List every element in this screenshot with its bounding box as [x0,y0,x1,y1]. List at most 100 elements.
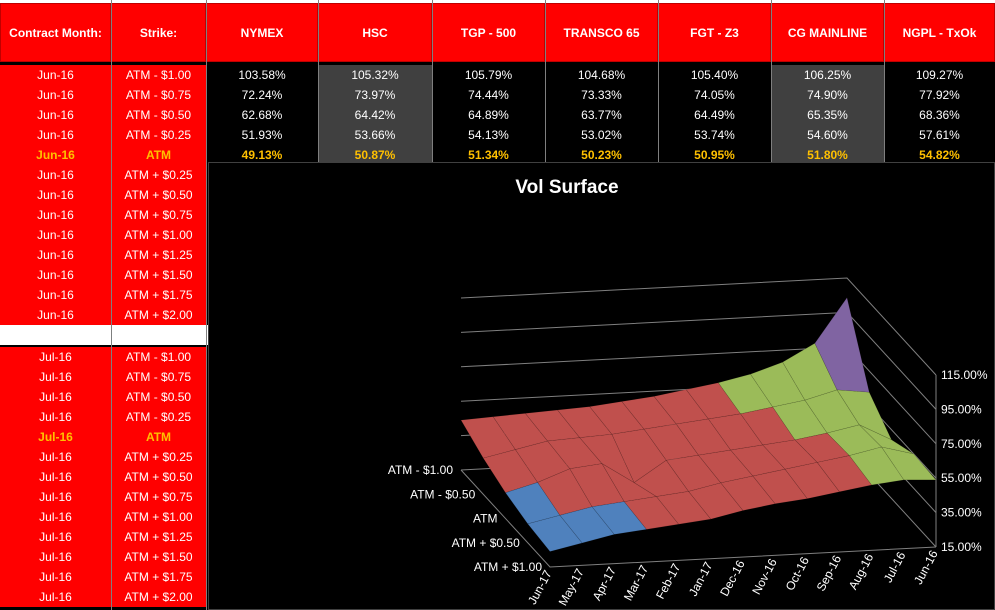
month-cell: Jul-16 [0,587,111,607]
strike-tick-label: ATM - $0.50 [410,487,475,501]
vol-cell: 64.42% [318,105,432,125]
column-header: NGPL - TxOk [884,3,995,62]
month-tick-label: Nov-16 [749,556,780,597]
surface-facet [816,455,873,493]
strike-cell: ATM - $0.75 [111,85,206,105]
month-cell: Jul-16 [0,527,111,547]
floor-edge [460,469,937,568]
surface-facet [848,446,905,486]
strike-cell: ATM + $1.00 [111,225,206,245]
month-cell: Jun-16 [0,265,111,285]
strike-cell: ATM + $2.00 [111,587,206,607]
month-cell: Jun-16 [0,305,111,325]
chart-gridline [460,277,937,376]
vol-cell: 73.33% [545,85,658,105]
vol-cell: 64.89% [432,105,545,125]
month-cell: Jun-16 [0,65,111,85]
month-cell: Jul-16 [0,567,111,587]
strike-cell: ATM + $0.75 [111,487,206,507]
strike-cell: ATM + $1.00 [111,507,206,527]
column-header: HSC [318,3,432,62]
strike-cell: ATM - $0.50 [111,387,206,407]
vol-cell: 74.44% [432,85,545,105]
strike-cell: ATM - $0.50 [111,105,206,125]
z-tick-label: 15.00% [941,540,982,554]
vol-cell: 74.05% [658,85,771,105]
month-cell: Jun-16 [0,85,111,105]
chart-title: Vol Surface [515,177,618,198]
strike-cell: ATM + $1.25 [111,527,206,547]
month-tick-label: Feb-17 [653,561,683,601]
vol-cell: 50.23% [545,145,658,165]
month-tick-label: Oct-16 [783,554,812,593]
month-cell: Jun-16 [0,245,111,265]
vol-surface-svg: 15.00% 35.00% 55.00% 75.00% 95.00% 115.00% Jun… [388,177,988,608]
month-tick-label: Apr-17 [590,564,619,603]
column-header: TRANSCO 65 [545,3,658,62]
vol-cell: 104.68% [545,65,658,85]
vol-cell: 62.68% [206,105,318,125]
vol-cell: 72.24% [206,85,318,105]
column-divider [206,0,207,610]
month-cell: Jun-16 [0,225,111,245]
column-header: FGT - Z3 [658,3,771,62]
vol-cell: 103.58% [206,65,318,85]
strike-cell: ATM + $0.25 [111,447,206,467]
column-header: Contract Month: [0,3,111,62]
z-tick-label: 115.00% [941,368,988,382]
strike-cell: ATM + $1.25 [111,245,206,265]
month-cell: Jun-16 [0,205,111,225]
vol-cell: 51.80% [771,145,884,165]
month-cell: Jul-16 [0,347,111,367]
surface-facet [752,468,808,505]
strike-cell: ATM + $1.75 [111,285,206,305]
month-tick-label: Jun-16 [911,548,941,587]
surface-facet [880,446,937,481]
strike-cell: ATM + $0.50 [111,185,206,205]
month-cell: Jun-16 [0,145,111,165]
strike-cell: ATM + $1.75 [111,567,206,587]
vol-cell: 74.90% [771,85,884,105]
month-cell: Jul-16 [0,547,111,567]
z-tick-label: 75.00% [941,437,982,451]
month-cell: Jul-16 [0,387,111,407]
month-cell: Jul-16 [0,467,111,487]
strike-cell: ATM - $1.00 [111,65,206,85]
surface-facet [784,462,841,499]
month-cell: Jun-16 [0,125,111,145]
vol-cell: 51.34% [432,145,545,165]
column-header: Strike: [111,3,206,62]
month-cell: Jul-16 [0,367,111,387]
vol-cell: 50.95% [658,145,771,165]
strike-cell: ATM [111,427,206,447]
vol-cell: 51.93% [206,125,318,145]
vol-cell: 53.74% [658,125,771,145]
vol-cell: 63.77% [545,105,658,125]
vol-cell: 109.27% [884,65,995,85]
month-tick-label: Dec-16 [717,558,748,599]
vol-cell: 73.97% [318,85,432,105]
column-header: CG MAINLINE [771,3,884,62]
strike-cell: ATM - $1.00 [111,347,206,367]
z-tick-label: 95.00% [941,402,982,416]
strike-tick-label: ATM + $1.00 [474,560,542,574]
vol-cell: 77.92% [884,85,995,105]
month-tick-label: Aug-16 [846,551,877,592]
month-cell: Jul-16 [0,507,111,527]
surface-facet [720,475,776,511]
vol-cell: 106.25% [771,65,884,85]
column-divider [111,0,112,610]
strike-cell: ATM - $0.25 [111,407,206,427]
strike-cell: ATM [111,145,206,165]
month-tick-label: Jul-16 [881,549,909,585]
top-white-gap [0,0,995,3]
surface-facet [688,482,744,520]
month-tick-label: Sep-16 [814,553,845,594]
vol-cell: 50.87% [318,145,432,165]
z-tick-label: 55.00% [941,471,982,485]
vol-surface-chart: 15.00% 35.00% 55.00% 75.00% 95.00% 115.00% Jun… [208,162,995,610]
strike-cell: ATM - $0.75 [111,367,206,387]
month-tick-label: Jan-17 [686,559,716,598]
vol-cell: 57.61% [884,125,995,145]
strike-cell: ATM + $1.50 [111,547,206,567]
